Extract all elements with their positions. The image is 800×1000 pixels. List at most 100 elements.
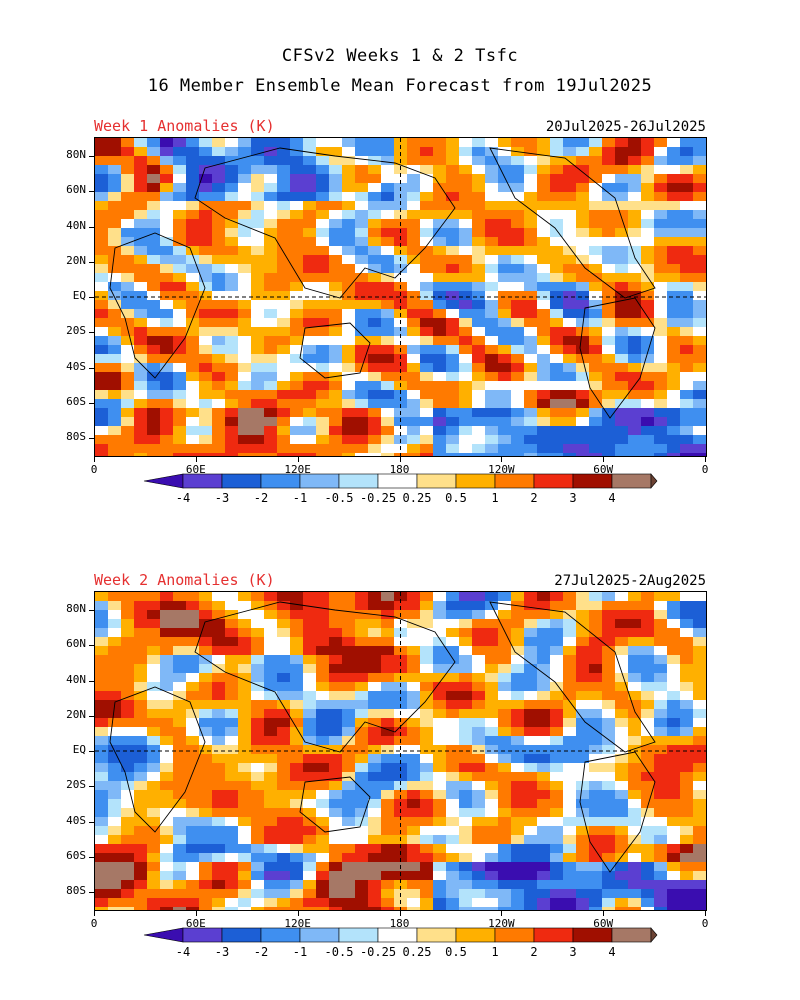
- anomaly-cell: [615, 619, 629, 629]
- anomaly-cell: [602, 228, 616, 238]
- anomaly-cell: [355, 826, 369, 836]
- anomaly-cell: [303, 138, 317, 148]
- anomaly-cell: [290, 682, 304, 692]
- anomaly-cell: [95, 174, 109, 184]
- anomaly-cell: [264, 835, 278, 845]
- anomaly-cell: [459, 700, 473, 710]
- anomaly-cell: [641, 736, 655, 746]
- anomaly-cell: [225, 453, 239, 456]
- anomaly-cell: [212, 826, 226, 836]
- anomaly-cell: [381, 255, 395, 265]
- anomaly-cell: [108, 192, 122, 202]
- anomaly-cell: [420, 354, 434, 364]
- anomaly-cell: [407, 156, 421, 166]
- y-tick-label: 80S: [66, 430, 86, 443]
- anomaly-cell: [121, 183, 135, 193]
- anomaly-cell: [381, 192, 395, 202]
- anomaly-cell: [108, 646, 122, 656]
- colorbar-label: -0.25: [359, 491, 397, 505]
- anomaly-cell: [95, 592, 109, 602]
- anomaly-cell: [290, 255, 304, 265]
- anomaly-cell: [693, 907, 706, 910]
- anomaly-cell: [563, 255, 577, 265]
- anomaly-cell: [121, 336, 135, 346]
- anomaly-cell: [368, 880, 382, 890]
- y-tick: [89, 610, 94, 611]
- anomaly-cell: [485, 273, 499, 283]
- anomaly-cell: [589, 318, 603, 328]
- colorbar-segment: [572, 473, 613, 489]
- anomaly-cell: [576, 444, 590, 454]
- anomaly-cell: [576, 210, 590, 220]
- anomaly-cell: [667, 390, 681, 400]
- anomaly-cell: [485, 210, 499, 220]
- anomaly-cell: [121, 246, 135, 256]
- anomaly-cell: [498, 862, 512, 872]
- anomaly-cell: [654, 183, 668, 193]
- anomaly-cell: [550, 898, 564, 908]
- anomaly-cell: [342, 826, 356, 836]
- anomaly-cell: [186, 165, 200, 175]
- anomaly-cell: [667, 862, 681, 872]
- anomaly-cell: [459, 664, 473, 674]
- anomaly-cell: [186, 300, 200, 310]
- anomaly-cell: [121, 318, 135, 328]
- anomaly-cell: [147, 781, 161, 791]
- anomaly-cell: [134, 138, 148, 148]
- anomaly-cell: [576, 363, 590, 373]
- anomaly-cell: [589, 354, 603, 364]
- anomaly-cell: [147, 844, 161, 854]
- anomaly-cell: [342, 700, 356, 710]
- anomaly-cell: [576, 273, 590, 283]
- anomaly-cell: [498, 844, 512, 854]
- anomaly-cell: [615, 727, 629, 737]
- anomaly-cell: [212, 282, 226, 292]
- anomaly-cell: [446, 754, 460, 764]
- anomaly-cell: [459, 201, 473, 211]
- anomaly-cell: [602, 453, 616, 456]
- anomaly-cell: [472, 255, 486, 265]
- anomaly-cell: [160, 399, 174, 409]
- anomaly-cell: [264, 282, 278, 292]
- anomaly-cell: [95, 318, 109, 328]
- anomaly-cell: [199, 871, 213, 881]
- anomaly-cell: [446, 871, 460, 881]
- anomaly-cell: [537, 727, 551, 737]
- anomaly-cell: [95, 907, 109, 910]
- anomaly-cell: [251, 727, 265, 737]
- anomaly-cell: [212, 727, 226, 737]
- anomaly-cell: [407, 300, 421, 310]
- anomaly-cell: [212, 372, 226, 382]
- anomaly-cell: [576, 853, 590, 863]
- colorbar-segment: [260, 473, 301, 489]
- anomaly-cell: [563, 718, 577, 728]
- anomaly-cell: [667, 363, 681, 373]
- anomaly-cell: [563, 754, 577, 764]
- anomaly-cell: [316, 727, 330, 737]
- anomaly-cell: [199, 736, 213, 746]
- anomaly-cell: [329, 907, 343, 910]
- anomaly-cell: [511, 754, 525, 764]
- anomaly-cell: [199, 327, 213, 337]
- anomaly-cell: [537, 219, 551, 229]
- anomaly-cell: [147, 637, 161, 647]
- colorbar-arrow-high: [650, 927, 658, 943]
- anomaly-cell: [251, 871, 265, 881]
- colorbar-label: 2: [530, 491, 538, 505]
- anomaly-cell: [589, 646, 603, 656]
- anomaly-cell: [381, 844, 395, 854]
- anomaly-cell: [420, 610, 434, 620]
- anomaly-cell: [641, 808, 655, 818]
- anomaly-cell: [160, 345, 174, 355]
- anomaly-cell: [186, 318, 200, 328]
- anomaly-cell: [186, 246, 200, 256]
- anomaly-cell: [290, 907, 304, 910]
- anomaly-cell: [667, 835, 681, 845]
- anomaly-cell: [173, 390, 187, 400]
- anomaly-cell: [303, 300, 317, 310]
- anomaly-cell: [290, 709, 304, 719]
- anomaly-cell: [641, 237, 655, 247]
- anomaly-cell: [693, 156, 706, 166]
- anomaly-cell: [238, 174, 252, 184]
- anomaly-cell: [589, 637, 603, 647]
